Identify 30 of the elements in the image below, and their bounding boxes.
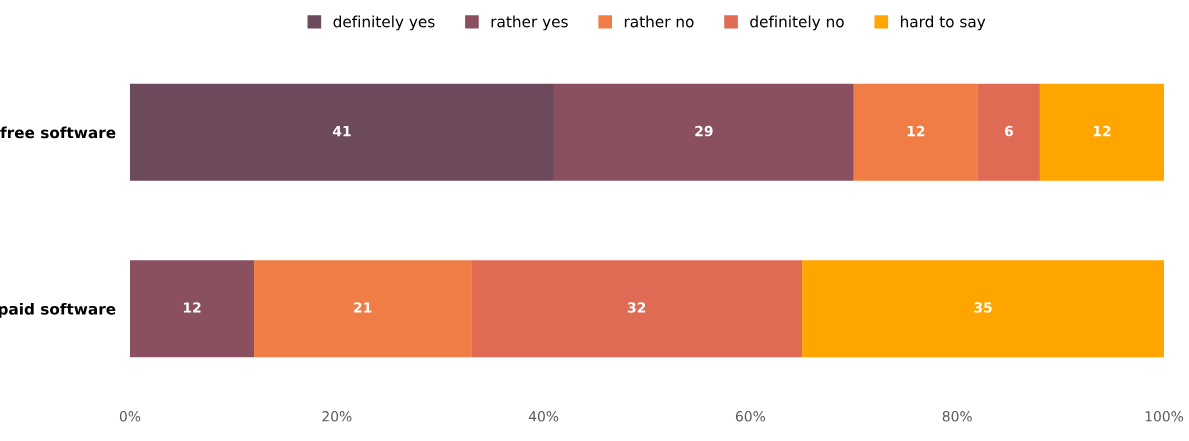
data-label: 29 [695, 125, 713, 137]
data-label: 32 [627, 302, 646, 313]
bar [471, 260, 803, 358]
legend-label: rather yes [491, 15, 568, 31]
x-tick-label: 20% [322, 411, 352, 422]
bar [130, 83, 554, 181]
bar [853, 83, 978, 181]
legend-label: definitely no [750, 15, 844, 31]
x-tick-label: 100% [1145, 411, 1184, 422]
data-label: 12 [183, 302, 201, 313]
bar [553, 83, 854, 181]
data-label: 21 [354, 302, 372, 313]
bar [802, 260, 1164, 358]
data-label: 12 [907, 125, 925, 137]
x-tick-label: 80% [942, 411, 972, 422]
x-tick-label: 60% [735, 411, 766, 422]
data-label: 12 [1093, 125, 1111, 137]
data-label: 35 [974, 302, 992, 313]
bar [130, 260, 255, 358]
y-tick-label: free software [0, 126, 116, 139]
legend-label: hard to say [900, 15, 986, 31]
bar [1039, 83, 1164, 181]
bar [254, 260, 472, 358]
bar [977, 83, 1040, 181]
x-tick-label: 0% [119, 411, 141, 422]
data-label: 6 [1004, 125, 1013, 137]
x-tick-label: 40% [528, 411, 559, 422]
legend-label: definitely yes [333, 15, 435, 31]
legend-label: rather no [624, 15, 694, 28]
data-label: 41 [332, 126, 351, 137]
